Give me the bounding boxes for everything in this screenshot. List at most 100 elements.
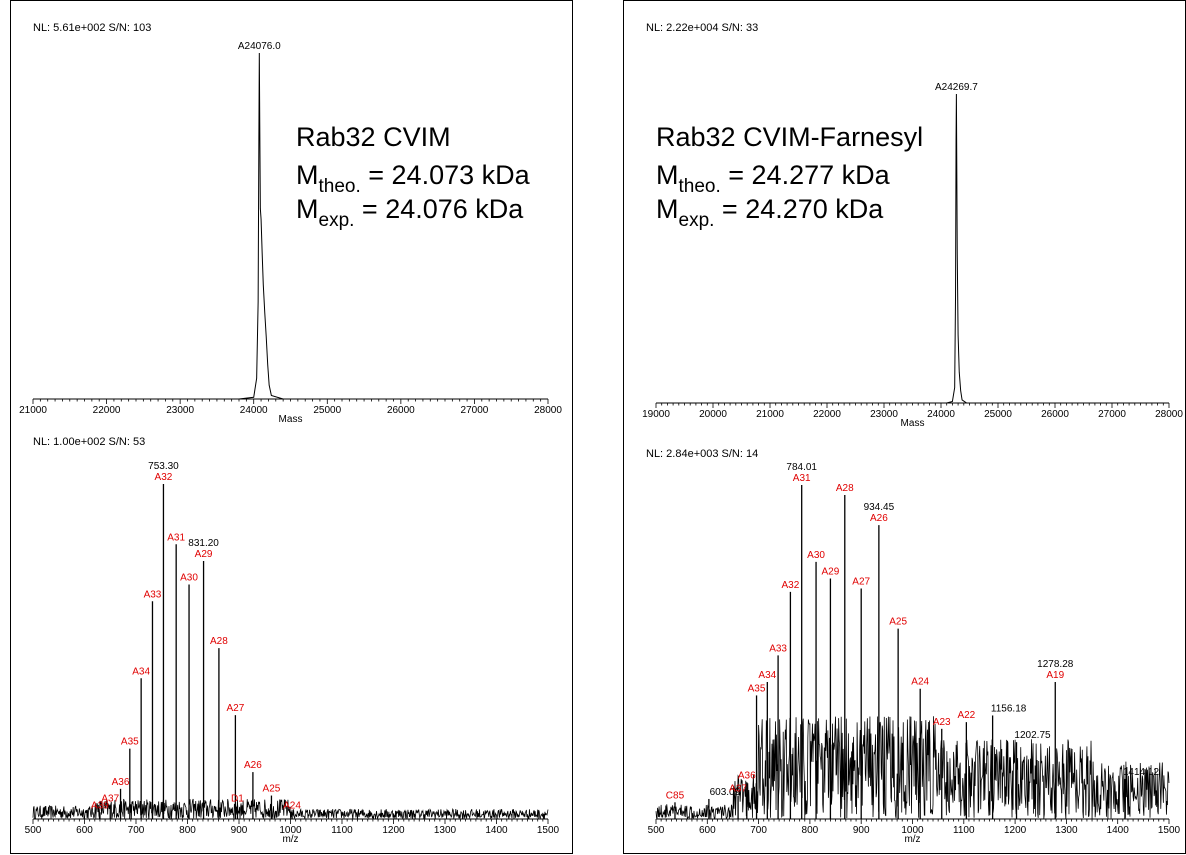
left-deconv-m-exp-value: = 24.076 kDa <box>354 194 524 224</box>
right-deconv-m-theo-symbol: M <box>656 160 679 190</box>
right-raw-mz-label: 1414.12 <box>1123 767 1160 778</box>
right-raw-ion-label: A26 <box>870 513 888 524</box>
left-deconv-m-exp-subscript: exp. <box>319 210 355 231</box>
left-deconv-tick-label: 27000 <box>461 405 489 416</box>
left-raw-ion-label: A24 <box>283 800 301 811</box>
left-deconv-m-theo-subscript: theo. <box>319 176 361 197</box>
right-deconv-tick-label: 21000 <box>756 409 784 420</box>
right-raw-tick-label: 1200 <box>1004 825 1027 836</box>
left-deconv-tick-label: 23000 <box>166 405 194 416</box>
right-raw-tick-label: 600 <box>699 825 716 836</box>
right-deconv-x-label: Mass <box>901 418 925 429</box>
left-raw-tick-label: 600 <box>76 825 93 836</box>
right-spectrum-panel: NL: 2.22e+004 S/N: 33 19000 20000 21000 2200… <box>623 0 1186 854</box>
right-raw-mz-label: 1278.28 <box>1037 659 1074 670</box>
right-raw-ion-label: A27 <box>852 577 870 588</box>
right-raw-ion-label: A25 <box>889 617 907 628</box>
left-spectrum-svg: NL: 5.61e+002 S/N: 103 21000 22000 23000 240… <box>19 22 562 845</box>
left-raw-ion-label: A30 <box>180 573 198 584</box>
left-raw-ion-label: A26 <box>244 760 262 771</box>
left-raw-tick-label: 700 <box>128 825 145 836</box>
left-raw-ion-label: A37 <box>101 794 119 805</box>
left-raw-x-label: m/z <box>282 834 298 845</box>
right-deconv-tick-label: 23000 <box>870 409 898 420</box>
left-raw-tick-label: 1300 <box>434 825 457 836</box>
left-raw-ion-label: A28 <box>210 636 228 647</box>
right-raw-tick-label: 1000 <box>901 825 924 836</box>
left-raw-ion-label: A34 <box>132 666 150 677</box>
right-raw-ion-label: A34 <box>758 670 776 681</box>
right-deconv-trace <box>656 93 1169 404</box>
left-raw-tick-label: 500 <box>25 825 42 836</box>
right-raw-ion-label: C85 <box>666 790 685 801</box>
right-raw-ion-label: A29 <box>822 567 840 578</box>
left-raw-mz-label: 753.30 <box>148 461 179 472</box>
right-raw-ion-label: A30 <box>807 550 825 561</box>
right-deconv-tick-label: 28000 <box>1155 409 1183 420</box>
left-raw-mz-label: 831.20 <box>188 538 219 549</box>
left-raw-ion-label: A36 <box>112 777 130 788</box>
right-raw-ion-label: A24 <box>911 677 929 688</box>
left-raw-noise-trace <box>32 798 549 821</box>
left-deconv-peak-label: A24076.0 <box>238 41 281 52</box>
right-raw-ion-label: A19 <box>1046 670 1064 681</box>
right-raw-mz-label: 1202.75 <box>1014 730 1051 741</box>
right-raw-ion-label: A35 <box>748 683 766 694</box>
right-deconv-m-theo-subscript: theo. <box>679 176 721 197</box>
right-raw-tick-label: 1500 <box>1158 825 1181 836</box>
right-deconv-m-exp-value: = 24.270 kDa <box>714 194 884 224</box>
left-raw-header: NL: 1.00e+002 S/N: 53 <box>33 436 145 448</box>
right-raw-x-label: m/z <box>904 834 920 845</box>
right-raw-noise-trace <box>655 716 1170 820</box>
right-deconv-m-exp-symbol: M <box>656 194 679 224</box>
left-deconv-header: NL: 5.61e+002 S/N: 103 <box>33 22 151 34</box>
left-raw-ion-label: A33 <box>144 589 162 600</box>
left-raw-ion-label: D1 <box>231 794 244 805</box>
right-raw-tick-label: 800 <box>802 825 819 836</box>
left-deconv-x-label: Mass <box>279 414 303 425</box>
left-deconv-tick-label: 24000 <box>240 405 268 416</box>
right-deconv-tick-label: 24000 <box>927 409 955 420</box>
left-deconv-tick-label: 21000 <box>19 405 47 416</box>
right-deconv-tick-label: 26000 <box>1041 409 1069 420</box>
left-raw-ion-label: A35 <box>121 737 139 748</box>
right-raw-ion-label: A36 <box>738 770 756 781</box>
right-deconv-annotation-title: Rab32 CVIM-Farnesyl <box>656 122 923 152</box>
left-deconv-tick-label: 25000 <box>313 405 341 416</box>
left-raw-tick-label: 1000 <box>279 825 302 836</box>
right-raw-tick-label: 700 <box>750 825 767 836</box>
right-raw-tick-label: 1400 <box>1107 825 1130 836</box>
right-raw-ion-label: A33 <box>769 643 787 654</box>
left-spectrum-panel: NL: 5.61e+002 S/N: 103 21000 22000 23000 240… <box>10 0 573 854</box>
left-deconv-tick-label: 22000 <box>93 405 121 416</box>
left-deconv-m-exp-symbol: M <box>296 194 319 224</box>
right-raw-tick-label: 1300 <box>1055 825 1078 836</box>
left-raw-tick-label: 900 <box>231 825 248 836</box>
right-raw-ion-label: A31 <box>793 473 811 484</box>
right-deconv-m-exp-subscript: exp. <box>679 210 715 231</box>
left-raw-tick-label: 1500 <box>537 825 560 836</box>
left-raw-ion-label: A27 <box>226 703 244 714</box>
right-raw-mz-label: 934.45 <box>864 502 895 513</box>
left-deconv-annotation-title: Rab32 CVIM <box>296 122 451 152</box>
right-deconv-m-exp-line: Mexp. = 24.270 kDa <box>656 194 884 231</box>
right-raw-ion-label: A37 <box>729 784 747 795</box>
right-deconv-header: NL: 2.22e+004 S/N: 33 <box>646 22 758 34</box>
right-raw-mz-label: 784.01 <box>786 462 817 473</box>
left-raw-ion-label: A25 <box>263 784 281 795</box>
left-deconv-trace <box>33 52 548 400</box>
right-raw-tick-label: 900 <box>853 825 870 836</box>
left-deconv-m-theo-line: Mtheo. = 24.073 kDa <box>296 160 531 197</box>
left-deconv-tick-label: 26000 <box>387 405 415 416</box>
right-deconv-m-theo-line: Mtheo. = 24.277 kDa <box>656 160 891 197</box>
right-deconv-tick-label: 27000 <box>1098 409 1126 420</box>
left-raw-ion-label: A39 <box>91 800 109 811</box>
right-deconv-tick-label: 25000 <box>984 409 1012 420</box>
left-raw-tick-label: 1400 <box>485 825 508 836</box>
left-deconv-m-theo-value: = 24.073 kDa <box>361 160 531 190</box>
left-raw-tick-label: 800 <box>179 825 196 836</box>
right-deconv-tick-label: 20000 <box>699 409 727 420</box>
right-raw-mz-label: 603.09 <box>710 787 741 798</box>
right-raw-ion-label: A32 <box>782 580 800 591</box>
left-deconv-m-exp-line: Mexp. = 24.076 kDa <box>296 194 524 231</box>
